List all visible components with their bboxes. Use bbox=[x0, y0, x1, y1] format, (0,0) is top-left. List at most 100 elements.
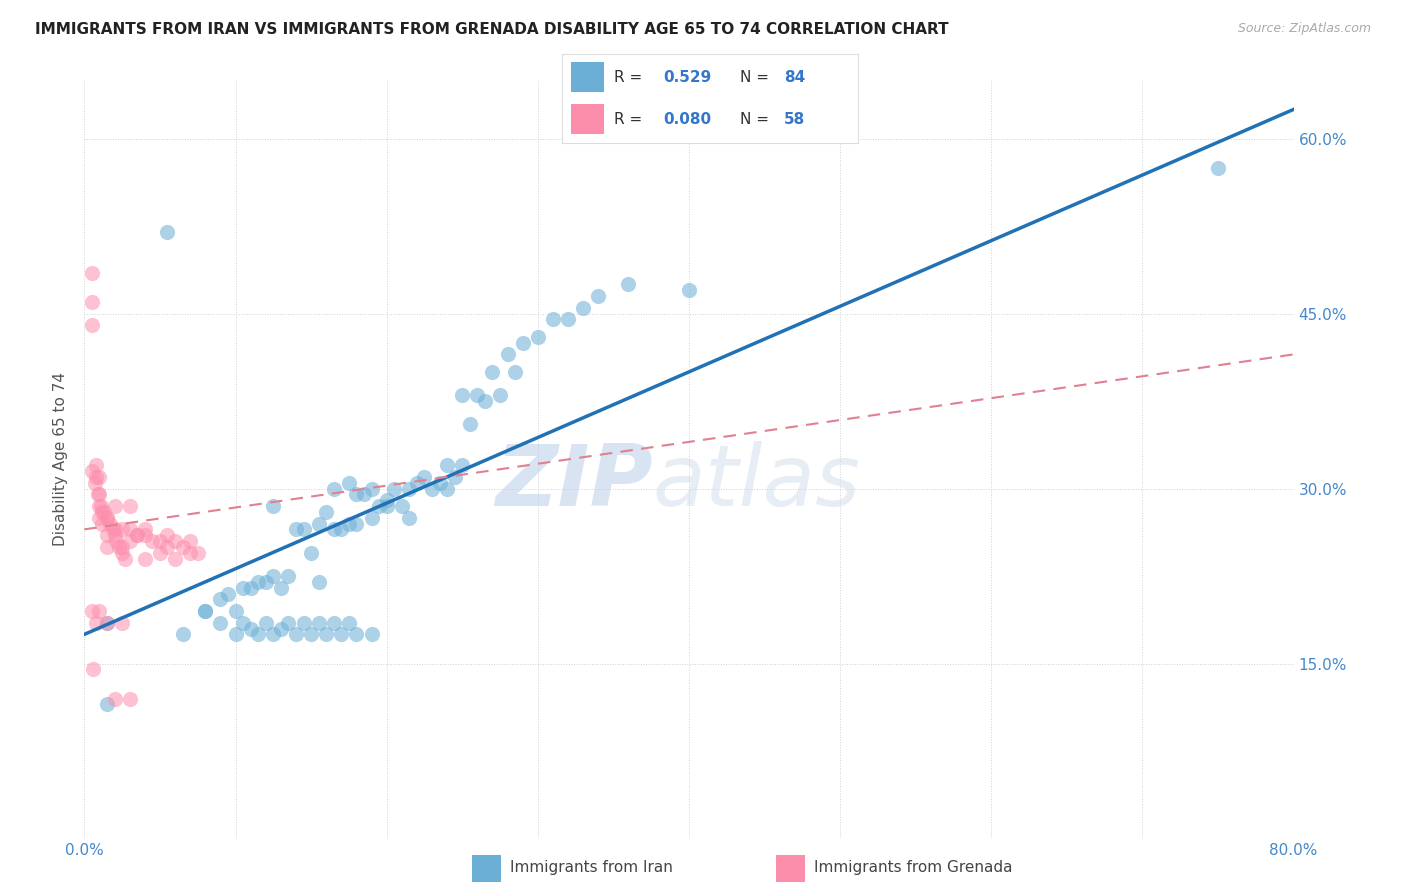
Point bbox=[134, 522, 156, 536]
Point bbox=[527, 330, 550, 344]
Text: atlas: atlas bbox=[652, 441, 860, 524]
Point bbox=[315, 505, 337, 519]
Point bbox=[156, 528, 179, 542]
Text: ZIP: ZIP bbox=[495, 441, 652, 524]
Point bbox=[89, 487, 111, 501]
Point bbox=[108, 540, 131, 554]
Point bbox=[80, 318, 103, 333]
Point bbox=[308, 574, 330, 589]
Point bbox=[96, 615, 118, 630]
Point bbox=[239, 622, 262, 636]
Point bbox=[481, 365, 503, 379]
Point bbox=[91, 505, 114, 519]
Point bbox=[98, 516, 121, 531]
Point bbox=[436, 458, 458, 473]
Text: Source: ZipAtlas.com: Source: ZipAtlas.com bbox=[1237, 22, 1371, 36]
Point bbox=[617, 277, 640, 292]
Point bbox=[496, 347, 519, 361]
Point bbox=[572, 301, 595, 315]
Point bbox=[127, 528, 149, 542]
Point bbox=[172, 540, 194, 554]
Point bbox=[420, 482, 443, 496]
Point bbox=[292, 615, 315, 630]
Point bbox=[156, 540, 179, 554]
Point bbox=[292, 522, 315, 536]
Point bbox=[172, 627, 194, 641]
Point bbox=[270, 622, 292, 636]
Point bbox=[179, 534, 201, 549]
Point bbox=[232, 615, 254, 630]
Point bbox=[87, 487, 110, 501]
Point bbox=[118, 522, 141, 536]
Point bbox=[299, 627, 322, 641]
Point bbox=[225, 627, 247, 641]
Point bbox=[346, 487, 368, 501]
Text: N =: N = bbox=[740, 70, 773, 85]
Point bbox=[225, 604, 247, 618]
Point bbox=[285, 522, 308, 536]
Point bbox=[149, 534, 172, 549]
Point bbox=[194, 604, 217, 618]
Text: N =: N = bbox=[740, 112, 773, 127]
Point bbox=[262, 569, 284, 583]
Point bbox=[337, 516, 360, 531]
Point bbox=[96, 540, 118, 554]
Text: 84: 84 bbox=[785, 70, 806, 85]
Point bbox=[118, 691, 141, 706]
Point bbox=[346, 516, 368, 531]
Point bbox=[84, 475, 107, 490]
FancyBboxPatch shape bbox=[571, 62, 603, 92]
Point bbox=[413, 470, 436, 484]
Point bbox=[512, 335, 534, 350]
Point bbox=[678, 283, 700, 297]
Point bbox=[111, 615, 134, 630]
Point bbox=[557, 312, 579, 326]
Point bbox=[322, 615, 344, 630]
Point bbox=[247, 627, 270, 641]
Point bbox=[474, 394, 496, 409]
Point bbox=[111, 522, 134, 536]
Text: Immigrants from Iran: Immigrants from Iran bbox=[510, 860, 673, 875]
Point bbox=[194, 604, 217, 618]
Point bbox=[187, 546, 209, 560]
Point bbox=[86, 458, 108, 473]
Point bbox=[330, 522, 353, 536]
Point bbox=[375, 499, 398, 513]
Point bbox=[458, 417, 481, 432]
Point bbox=[90, 499, 112, 513]
Point bbox=[254, 574, 277, 589]
Point bbox=[89, 470, 111, 484]
Text: R =: R = bbox=[614, 70, 647, 85]
Point bbox=[105, 534, 128, 549]
Text: IMMIGRANTS FROM IRAN VS IMMIGRANTS FROM GRENADA DISABILITY AGE 65 TO 74 CORRELAT: IMMIGRANTS FROM IRAN VS IMMIGRANTS FROM … bbox=[35, 22, 949, 37]
Point bbox=[104, 528, 127, 542]
Point bbox=[406, 475, 429, 490]
Point bbox=[232, 581, 254, 595]
Point bbox=[80, 294, 103, 309]
Point bbox=[80, 604, 103, 618]
Point bbox=[89, 499, 111, 513]
Point bbox=[239, 581, 262, 595]
Text: Immigrants from Grenada: Immigrants from Grenada bbox=[814, 860, 1012, 875]
Text: 58: 58 bbox=[785, 112, 806, 127]
Point bbox=[134, 528, 156, 542]
Point bbox=[429, 475, 451, 490]
Point bbox=[353, 487, 375, 501]
Point bbox=[467, 388, 489, 402]
Point bbox=[285, 627, 308, 641]
Point bbox=[360, 510, 382, 524]
Point bbox=[262, 499, 284, 513]
Point bbox=[96, 528, 118, 542]
Point bbox=[360, 482, 382, 496]
Point bbox=[436, 482, 458, 496]
Text: 0.529: 0.529 bbox=[662, 70, 711, 85]
Point bbox=[118, 534, 141, 549]
Point bbox=[375, 493, 398, 508]
Point bbox=[277, 569, 299, 583]
Point bbox=[134, 551, 156, 566]
Point bbox=[149, 546, 172, 560]
Point bbox=[96, 510, 118, 524]
Point bbox=[80, 464, 103, 478]
Point bbox=[89, 510, 111, 524]
Text: 0.080: 0.080 bbox=[662, 112, 711, 127]
